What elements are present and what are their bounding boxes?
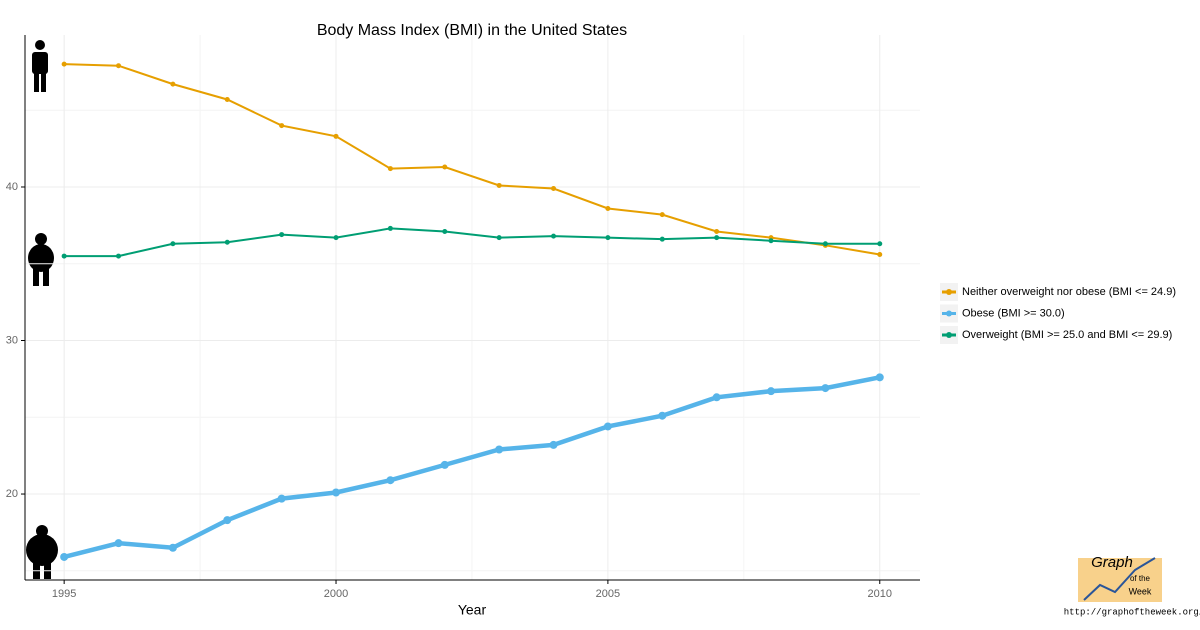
logo-text: Graph xyxy=(1091,554,1133,571)
legend-label: Neither overweight nor obese (BMI <= 24.… xyxy=(962,286,1176,298)
point xyxy=(659,212,665,218)
point xyxy=(658,411,667,420)
point xyxy=(821,384,830,393)
point xyxy=(61,61,67,67)
series-line xyxy=(64,227,880,258)
point xyxy=(170,81,176,87)
point xyxy=(442,229,448,235)
point xyxy=(386,476,395,485)
point xyxy=(114,539,123,548)
series-line xyxy=(63,375,881,560)
point xyxy=(277,494,286,503)
point xyxy=(387,225,393,231)
point xyxy=(279,123,285,129)
point xyxy=(551,186,557,192)
legend-label: Obese (BMI >= 30.0) xyxy=(962,307,1065,319)
point xyxy=(712,393,721,402)
x-axis-label: Year xyxy=(458,602,487,618)
point xyxy=(116,63,122,69)
point xyxy=(332,488,341,497)
point xyxy=(333,235,339,241)
point xyxy=(768,238,774,244)
point xyxy=(551,233,557,239)
point xyxy=(60,552,69,561)
x-tick-label: 1995 xyxy=(52,588,76,600)
logo: Graph of the Week http://graphoftheweek.… xyxy=(1064,554,1200,617)
point xyxy=(875,373,884,382)
point xyxy=(714,229,720,235)
y-tick-label: 40 xyxy=(6,181,18,193)
point xyxy=(495,445,504,454)
point xyxy=(442,164,448,170)
point xyxy=(223,516,232,525)
point xyxy=(224,96,230,102)
point xyxy=(170,241,176,247)
point xyxy=(603,422,612,431)
point xyxy=(767,387,776,396)
y-tick-label: 30 xyxy=(6,334,18,346)
point xyxy=(822,241,828,247)
point xyxy=(496,182,502,188)
logo-text: of the xyxy=(1130,574,1151,583)
legend-label: Overweight (BMI >= 25.0 and BMI <= 29.9) xyxy=(962,329,1172,341)
chart-title: Body Mass Index (BMI) in the United Stat… xyxy=(317,22,627,39)
legend-key xyxy=(946,332,952,338)
legend-key xyxy=(946,310,952,317)
point xyxy=(605,205,611,211)
point xyxy=(279,232,285,238)
point xyxy=(496,235,502,241)
x-tick-label: 2000 xyxy=(324,588,348,600)
x-tick-label: 2005 xyxy=(596,588,620,600)
point xyxy=(61,253,67,259)
point xyxy=(659,236,665,242)
point xyxy=(116,253,122,259)
point xyxy=(387,166,393,172)
point xyxy=(440,460,449,469)
y-tick-label: 20 xyxy=(6,488,18,500)
logo-text: Week xyxy=(1129,586,1152,596)
point xyxy=(549,440,558,449)
point xyxy=(877,241,883,247)
point xyxy=(168,543,177,552)
point xyxy=(714,235,720,241)
point xyxy=(605,235,611,241)
x-tick-label: 2010 xyxy=(868,588,892,600)
url: http://graphoftheweek.org/ xyxy=(1064,607,1200,617)
point xyxy=(877,252,883,258)
point xyxy=(224,239,230,245)
icons xyxy=(26,40,58,579)
series-line xyxy=(64,63,880,256)
legend-key xyxy=(946,289,952,295)
point xyxy=(333,133,339,139)
